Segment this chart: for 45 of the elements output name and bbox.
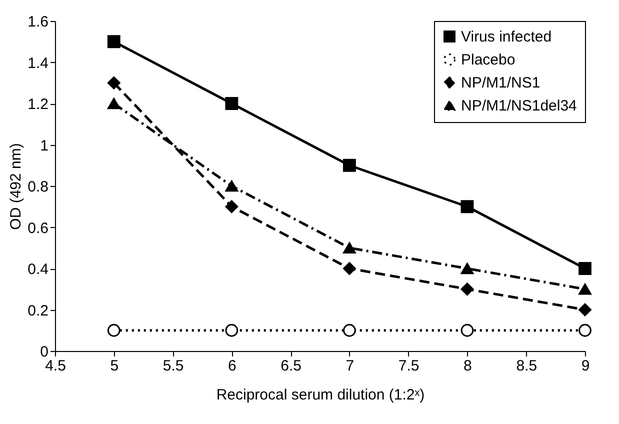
x-tick-label: 8.5 — [516, 358, 538, 374]
point — [342, 158, 356, 172]
point — [342, 324, 356, 337]
point — [225, 200, 238, 214]
point — [578, 283, 592, 295]
y-tick-label: 0.2 — [28, 302, 48, 320]
x-tick-label: 9 — [581, 358, 590, 374]
x-tick-label: 7 — [346, 358, 354, 374]
x-axis-title: Reciprocal serum dilution (1:2ˣ) — [216, 386, 425, 404]
y-tick-label: 0.6 — [28, 220, 48, 237]
y-tick-label: 1 — [40, 137, 48, 154]
x-tick-label: 6.5 — [280, 358, 302, 374]
x-tick-label: 6 — [228, 358, 236, 374]
x-tick-label: 7.5 — [398, 358, 420, 374]
x-tick-label: 8 — [464, 358, 472, 374]
point — [107, 98, 120, 110]
point — [460, 324, 474, 337]
point — [578, 262, 592, 275]
point — [342, 242, 356, 254]
point — [578, 324, 592, 337]
y-tick-label: 0.8 — [28, 178, 48, 196]
y-axis-title: OD (492 nm) — [8, 143, 25, 230]
point — [107, 324, 120, 337]
legend-label: NP/M1/NS1del34 — [461, 98, 577, 114]
y-tick-label: 1.6 — [28, 14, 48, 30]
y-tick-label: 1.2 — [28, 96, 48, 113]
point — [460, 200, 474, 214]
legend-label: NP/M1/NS1 — [461, 74, 540, 92]
x-tick-label: 5 — [110, 358, 119, 374]
point — [225, 324, 238, 337]
point — [225, 180, 238, 192]
point — [107, 76, 120, 90]
y-tick-label: 1.4 — [28, 54, 48, 72]
y-tick-label: 0.4 — [28, 261, 48, 278]
y-tick-label: 0 — [40, 344, 48, 360]
point — [578, 303, 592, 316]
point — [107, 35, 120, 48]
legend-label: Virus infected — [461, 28, 552, 46]
legend-label: Placebo — [461, 52, 516, 68]
point — [342, 262, 356, 275]
point — [460, 282, 474, 296]
point — [460, 262, 474, 274]
x-tick-label: 5.5 — [162, 358, 184, 374]
point — [225, 97, 238, 110]
x-tick-label: 4.5 — [45, 358, 66, 374]
